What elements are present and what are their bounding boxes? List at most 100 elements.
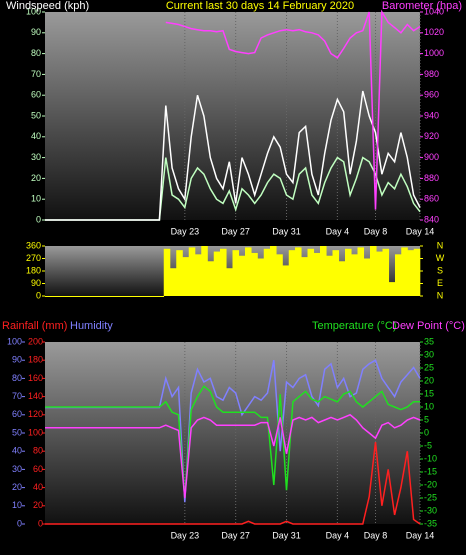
x-tick-label: Day 14 [406,226,435,236]
bar [132,296,140,297]
y-tick-label: S [437,265,443,275]
bar [376,251,383,296]
y-tick-label: 1040 [424,6,444,16]
y-tick-label: 880 [424,173,439,183]
bar [326,255,333,296]
x-tick-label: Day 31 [272,226,301,236]
legend-label: Windspeed (kph) [6,0,89,12]
bar [307,248,315,296]
bar [301,257,308,296]
bar [126,296,133,297]
y-tick-label: 0 [36,214,41,224]
bar [63,296,71,297]
y-tick-label: 80 [31,48,41,58]
y-tick-label: 100 [7,336,22,346]
y-tick-label: 70 [31,69,41,79]
bar [276,254,283,296]
y-tick-label: 40 [33,482,43,492]
y-tick-label: E [437,278,443,288]
y-tick-label: N [437,240,444,250]
y-tick-label: -20 [424,479,437,489]
bar [407,250,415,296]
legend-label: Rainfall (mm) [2,320,67,332]
y-tick-label: 70 [12,391,22,401]
x-tick-label: Day 27 [221,226,250,236]
y-tick-label: 1020 [424,27,444,37]
y-tick-label: 30 [31,152,41,162]
y-tick-label: 60 [12,409,22,419]
bar [188,247,196,296]
bar [270,246,277,296]
y-tick-label: 140 [28,391,43,401]
y-tick-label: 0 [38,518,43,528]
x-tick-label: Day 8 [364,226,388,236]
bar [401,247,408,296]
y-tick-label: -5 [424,440,432,450]
plot-area [45,342,420,524]
bar [120,296,127,297]
y-tick-label: W [436,253,445,263]
y-tick-label: N [437,290,444,300]
y-tick-label: 160 [28,373,43,383]
chart-title: Current last 30 days 14 February 2020 [166,0,354,12]
x-tick-label: Day 31 [272,530,301,540]
y-tick-label: -15 [424,466,437,476]
bar [82,296,90,297]
bar [288,250,296,296]
bar [238,255,246,296]
y-tick-label: 80 [12,373,22,383]
legend-label: Dew Point (°C) [392,320,465,332]
y-tick-label: 180 [28,355,43,365]
plot-area [45,12,420,220]
series-line [45,442,421,525]
bar [76,296,83,297]
bar [151,296,158,297]
bar [88,296,96,297]
bar [95,296,102,297]
y-tick-label: 1000 [424,48,444,58]
y-tick-label: 960 [424,90,439,100]
y-tick-label: 200 [28,336,43,346]
y-tick-label: 940 [424,110,439,120]
bar [163,248,171,296]
bar [351,254,358,296]
bar [45,296,52,297]
bar [138,296,146,297]
y-tick-label: 100 [28,427,43,437]
y-tick-label: 900 [424,152,439,162]
bar [207,261,215,296]
bar [320,246,327,296]
y-tick-label: 60 [33,464,43,474]
bar [370,246,377,296]
y-tick-label: 0 [17,518,22,528]
y-tick-label: 980 [424,69,439,79]
bar [176,250,183,296]
y-tick-label: 25 [424,362,434,372]
y-tick-label: 40 [31,131,41,141]
x-tick-label: Day 4 [326,226,350,236]
bar [213,251,221,296]
bar [170,268,177,296]
bar [257,258,265,296]
bar [395,254,402,296]
y-tick-label: 90 [31,27,41,37]
y-tick-label: 50 [31,110,41,120]
y-tick-label: 120 [28,409,43,419]
legend-label: Barometer (hpa) [382,0,462,12]
series-line [45,385,420,499]
y-tick-label: 860 [424,194,439,204]
series-line [45,90,421,221]
y-tick-label: 360 [26,240,41,250]
bar [70,296,77,297]
y-tick-label: 180 [26,265,41,275]
y-tick-label: 40 [12,446,22,456]
y-tick-label: 270 [26,253,41,263]
y-tick-label: 10 [31,194,41,204]
bar [382,248,390,296]
bar [107,296,115,297]
bar [232,250,240,296]
x-tick-label: Day 27 [221,530,250,540]
y-tick-label: 840 [424,214,439,224]
y-tick-label: 10 [12,500,22,510]
